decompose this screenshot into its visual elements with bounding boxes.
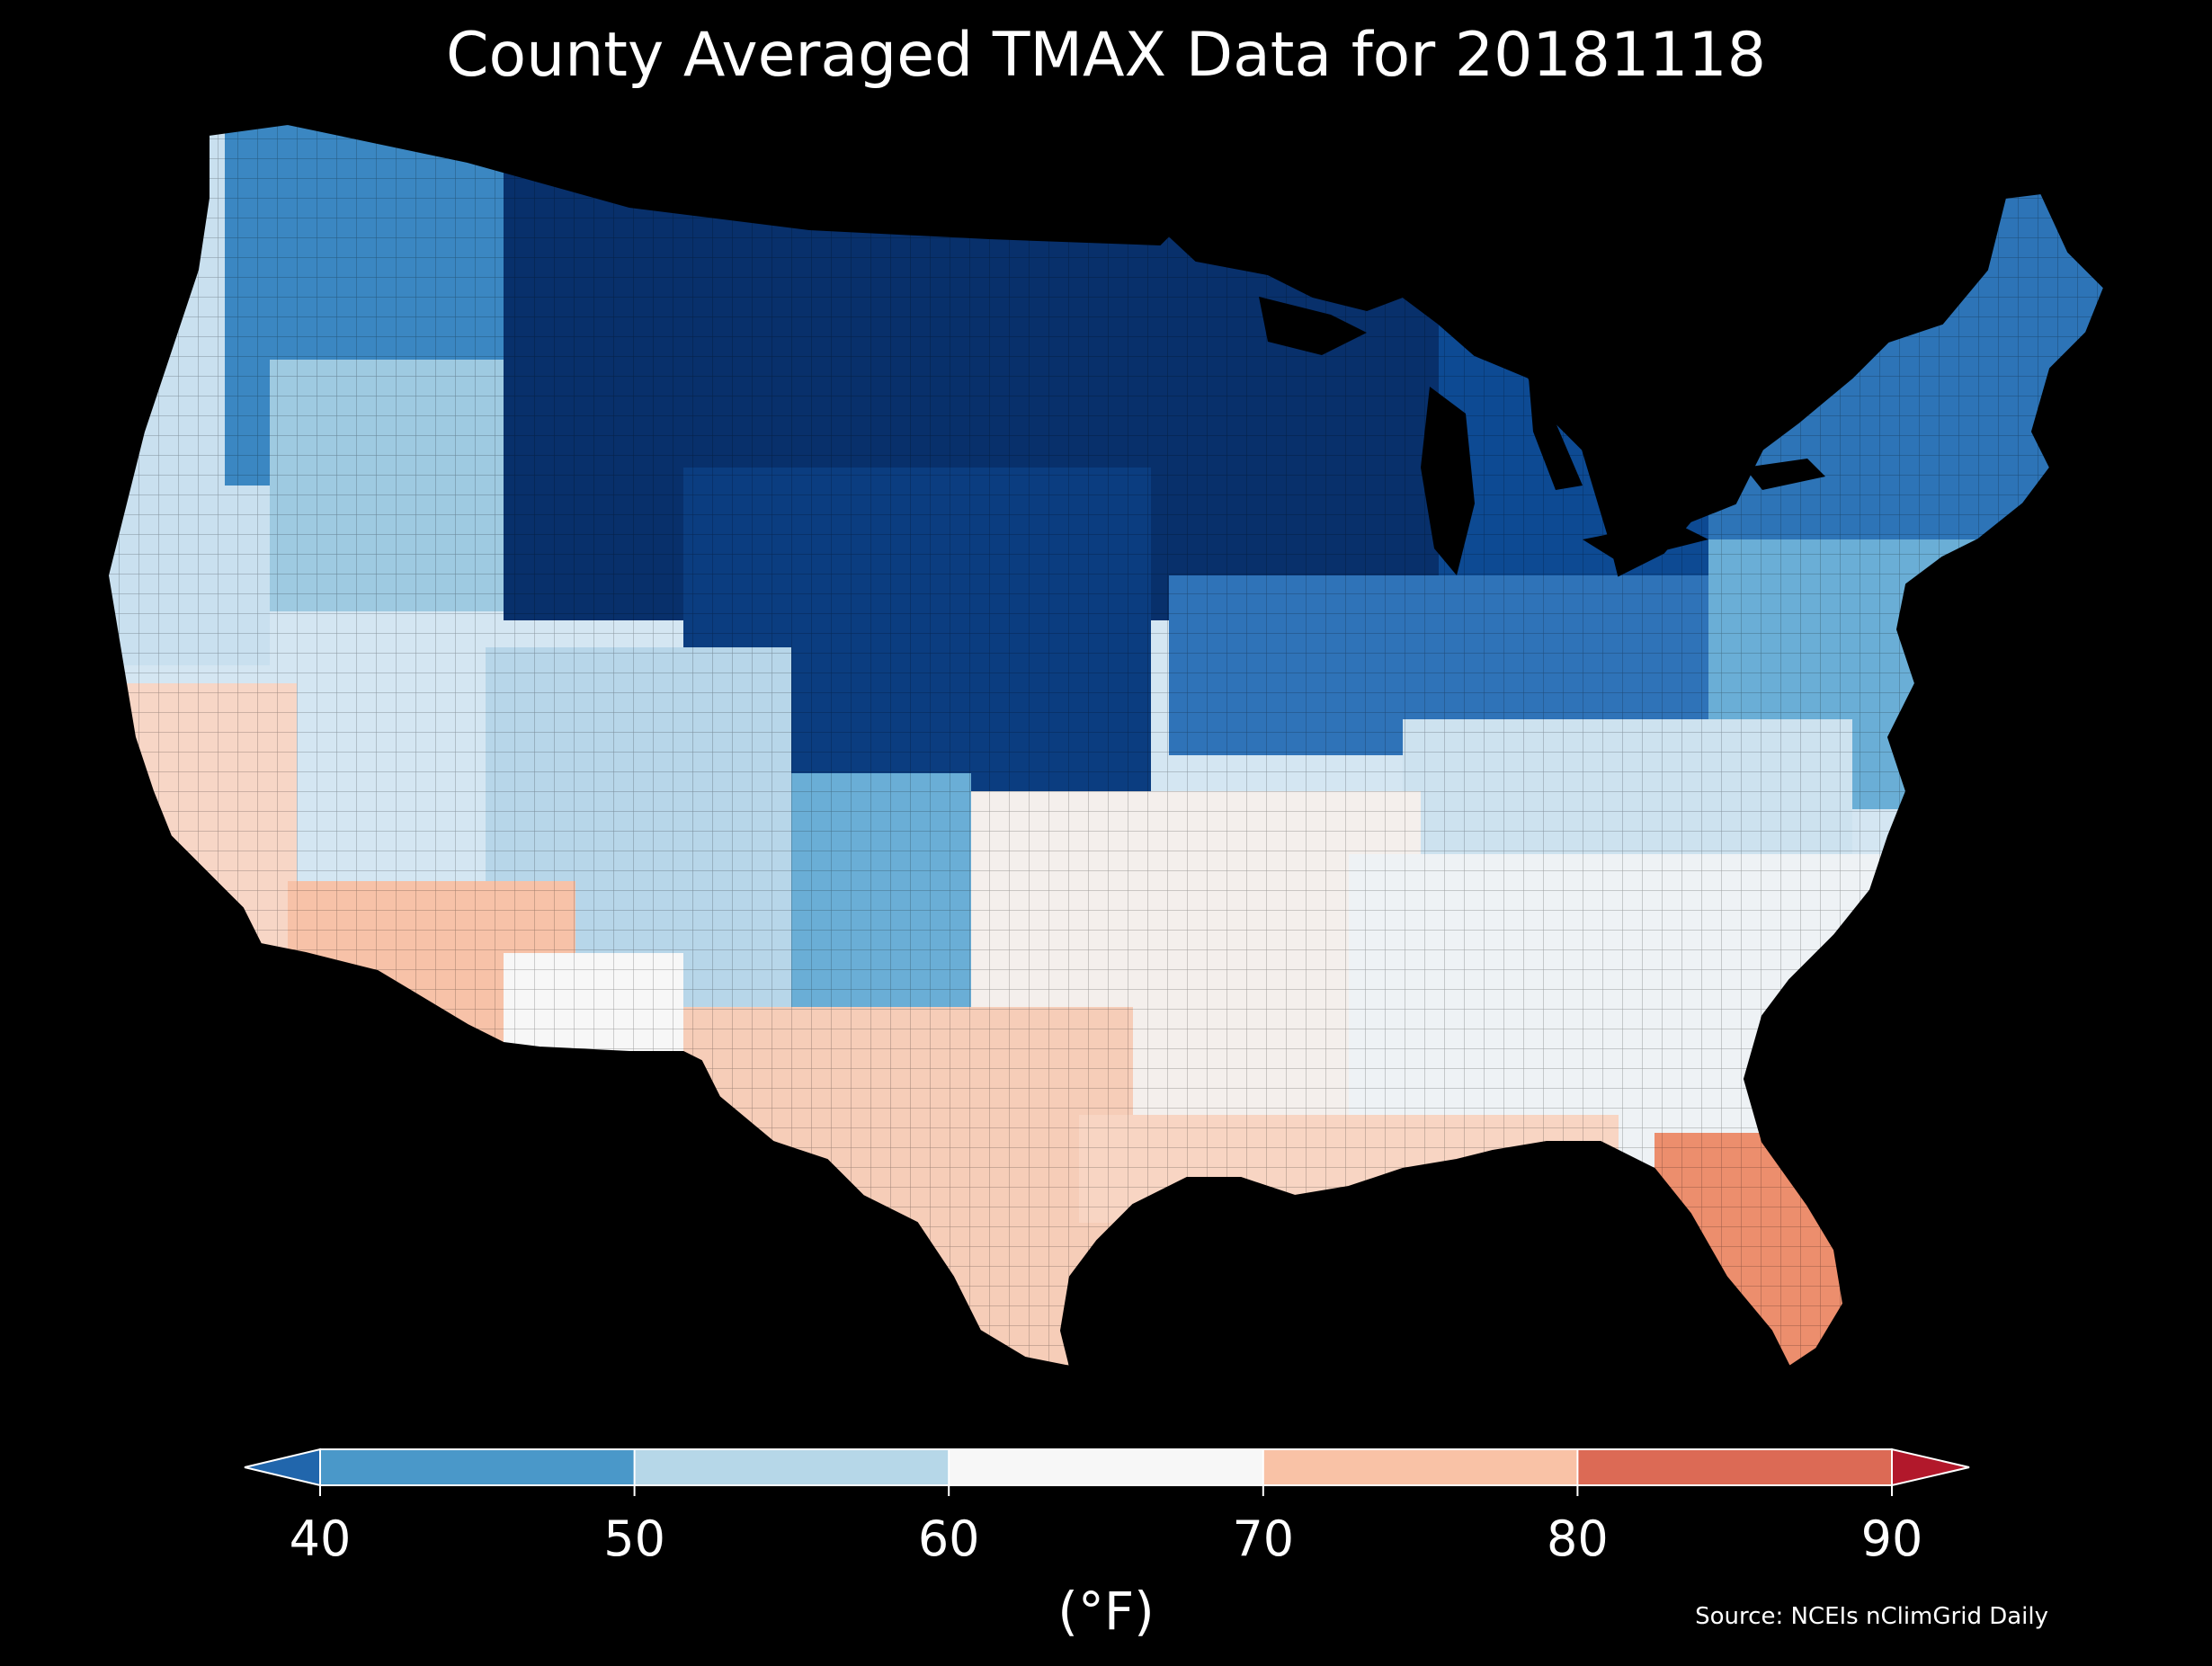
- map-title: County Averaged TMAX Data for 20181118: [446, 20, 1766, 91]
- lake-erie: [1583, 521, 1708, 562]
- colorbar-under-extension: [244, 1448, 321, 1487]
- conus-shape: [108, 124, 2104, 1367]
- colorbar-tick-label-50: 50: [603, 1510, 665, 1567]
- colorbar-tick-label-40: 40: [289, 1510, 352, 1567]
- colorbar-tick-label-70: 70: [1232, 1510, 1295, 1567]
- colorbar-tick-label-80: 80: [1547, 1510, 1609, 1567]
- colorbar-bin-50-60: [634, 1449, 950, 1485]
- colorbar-tick-label-90: 90: [1860, 1510, 1923, 1567]
- colorbar-bins: [320, 1449, 1892, 1485]
- lake-michigan: [1421, 387, 1475, 575]
- colorbar-ticks: [319, 1449, 1893, 1496]
- colorbar-over-extension: [1891, 1448, 1970, 1487]
- colorbar-bin-60-70: [949, 1449, 1263, 1485]
- source-credit: Source: NCEIs nClimGrid Daily: [1695, 1603, 2048, 1630]
- colorbar-bin-40-50: [320, 1449, 635, 1485]
- colorbar-bin-70-80: [1262, 1449, 1578, 1485]
- colorbar-tick-label-60: 60: [917, 1510, 980, 1567]
- conus-outline: [106, 122, 2106, 1368]
- lake-superior: [1259, 297, 1367, 355]
- colorbar: [244, 1448, 1970, 1496]
- county-boundaries: [108, 124, 2104, 1367]
- lake-ontario: [1744, 459, 1825, 490]
- colorbar-bin-80-90: [1577, 1449, 1892, 1485]
- colorbar-units-label: (°F): [1057, 1581, 1155, 1642]
